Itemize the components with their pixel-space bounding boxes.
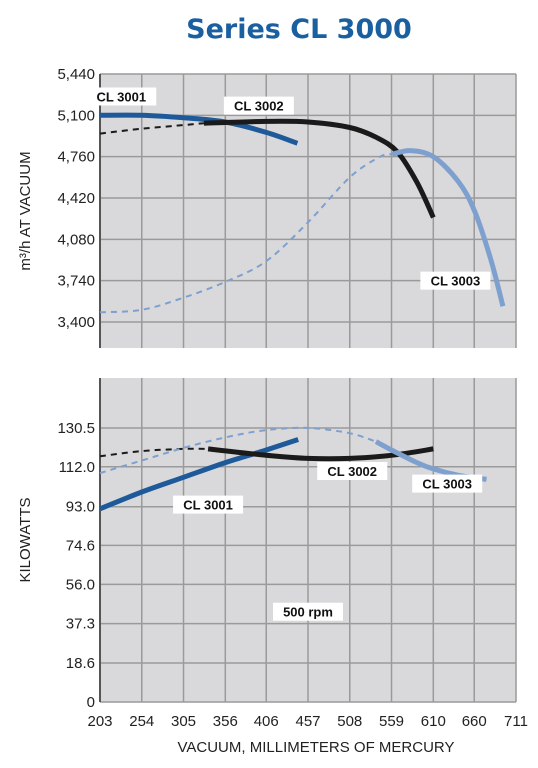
flow-y-tick-label: 4,080	[57, 231, 95, 248]
power-label-background	[273, 602, 343, 621]
flow-y-tick-label: 4,420	[57, 190, 95, 207]
power-y-tick-label: 112.0	[59, 459, 95, 476]
flow-series-cl-3003-dashed	[99, 153, 393, 314]
power-series-label-cl-3003: CL 3003	[422, 477, 472, 492]
flow-label-background	[420, 271, 491, 290]
x-tick-label: 254	[129, 713, 154, 730]
flow-series-cl-3001-solid	[99, 112, 299, 146]
power-y-axis-title: KILOWATTS	[17, 497, 34, 582]
x-tick-label: 406	[254, 713, 279, 730]
flow-y-tick-label: 4,760	[57, 149, 95, 166]
flow-y-tick-label: 3,400	[57, 314, 95, 331]
flow-series-cl-3002-solid	[203, 118, 436, 219]
x-tick-label: 305	[171, 713, 196, 730]
x-axis-title: VACUUM, MILLIMETERS OF MERCURY	[178, 739, 455, 756]
power-series-label-cl-3002: CL 3002	[327, 464, 377, 479]
power-series-label-cl-3001: CL 3001	[183, 498, 233, 513]
power-y-tick-label: 18.6	[66, 655, 95, 672]
power-chart-panel: 0 18.6 37.3 56.0 74.6 93.0 112.0 130.5 203 254 305…	[17, 378, 528, 756]
x-tick-label: 203	[87, 713, 112, 730]
x-tick-label: 457	[295, 713, 320, 730]
power-series-label-500-rpm: 500 rpm	[283, 605, 333, 620]
x-tick-label: 711	[504, 713, 528, 730]
power-label-background	[412, 474, 483, 493]
power-y-tick-label: 130.5	[57, 420, 95, 437]
power-y-tick-label: 74.6	[66, 537, 95, 554]
x-tick-label: 356	[213, 713, 238, 730]
power-y-tick-label: 0	[87, 694, 95, 711]
power-label-background	[173, 495, 244, 514]
flow-series-label-cl-3002: CL 3002	[234, 99, 284, 114]
flow-y-axis-title: m³/h AT VACUUM	[17, 151, 34, 270]
power-y-tick-label: 56.0	[66, 576, 95, 593]
flow-y-tick-label: 5,440	[57, 66, 95, 83]
power-y-tick-label: 37.3	[66, 616, 95, 633]
chart-title: Series CL 3000	[186, 14, 412, 45]
power-series-cl-3001-solid	[99, 437, 300, 512]
flow-series-label-cl-3001: CL 3001	[96, 89, 146, 104]
flow-series-label-cl-3003: CL 3003	[431, 274, 481, 289]
flow-series-cl-3003-solid	[391, 148, 506, 307]
flow-label-background	[223, 96, 294, 115]
flow-y-tick-label: 5,100	[57, 107, 95, 124]
power-label-background	[317, 462, 388, 480]
flow-chart-panel: 3,400 3,740 4,080 4,420 4,760 5,100 5,440 m³/h …	[17, 66, 517, 348]
power-series-cl-3002-solid	[207, 446, 434, 462]
flow-y-tick-label: 3,740	[57, 273, 95, 290]
power-y-tick-label: 93.0	[66, 499, 95, 516]
x-tick-label: 660	[462, 713, 487, 730]
power-series-cl-3003-dashed	[99, 426, 377, 475]
flow-label-background	[86, 87, 157, 106]
x-tick-label: 610	[421, 713, 446, 730]
x-tick-label: 559	[379, 713, 404, 730]
x-tick-label: 508	[337, 713, 362, 730]
